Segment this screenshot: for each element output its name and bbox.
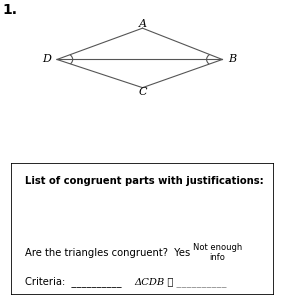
Text: Are the triangles congruent?  Yes: Are the triangles congruent? Yes: [25, 248, 190, 258]
Text: D: D: [42, 54, 51, 64]
Text: A: A: [139, 19, 146, 29]
Text: ΔCDB ≅ __________: ΔCDB ≅ __________: [135, 277, 227, 287]
Text: Not enough
info: Not enough info: [193, 243, 242, 262]
Text: C: C: [138, 87, 147, 97]
Text: List of congruent parts with justifications:: List of congruent parts with justificati…: [25, 176, 263, 186]
Text: B: B: [228, 54, 236, 64]
Text: Criteria:  __________: Criteria: __________: [25, 276, 121, 287]
FancyBboxPatch shape: [11, 163, 274, 295]
Text: 1.: 1.: [3, 3, 18, 17]
